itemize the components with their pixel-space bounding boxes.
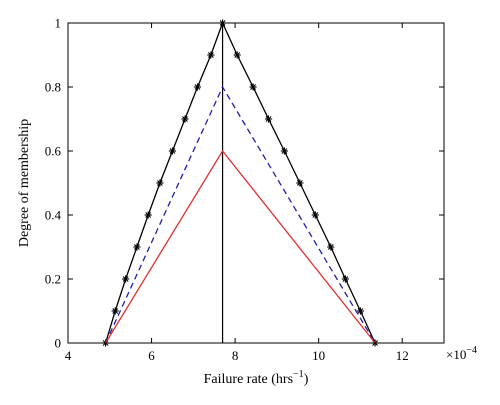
x-axis-label-exponent: −1 [293,369,304,380]
plot-area [68,23,444,343]
series-1-marker-18 [341,275,350,283]
x-axis-label: Failure rate (hrs−1) [204,369,309,387]
series-1-marker-8 [193,83,202,91]
y-axis-ticks: 0 0.2 0.4 0.6 0.8 1 [45,16,444,351]
series-1-marker-12 [249,83,257,91]
series-1-marker-11 [233,51,241,59]
plot-frame [67,22,445,344]
series-1-marker-3 [133,243,141,251]
series-line-3 [105,149,376,344]
y-tick-label: 0.4 [45,208,62,223]
series-1-marker-13 [264,115,273,123]
series-1-marker-2 [122,275,130,283]
x-tick-label: 4 [65,348,72,363]
y-tick-label: 1 [55,16,62,31]
x-tick-label: 6 [148,348,155,363]
series-1-marker-7 [181,115,189,123]
x-axis-multiplier: ×10−4 [446,345,477,362]
x-axis-ticks: 4 6 8 10 12 [65,23,409,363]
series-1-marker-4 [144,211,152,219]
series-line-2 [105,85,376,344]
series-1-marker-1 [111,307,119,315]
series-1-marker-9 [207,51,215,59]
series-1-marker-19 [356,307,365,315]
x-tick-label: 12 [396,348,409,363]
y-tick-label: 0.2 [45,272,61,287]
x-tick-label: 8 [232,348,239,363]
series-1-marker-14 [280,147,289,155]
y-tick-label: 0.8 [45,80,61,95]
series-1-marker-6 [168,147,177,155]
series-1-marker-5 [156,179,164,187]
series-1-marker-17 [327,243,335,251]
y-axis-label: Degree of membership [17,119,32,247]
x-tick-label: 10 [312,348,325,363]
y-tick-label: 0 [55,336,62,351]
series-1-marker-16 [311,211,319,219]
y-tick-label: 0.6 [45,144,62,159]
series-1-marker-15 [296,179,304,187]
